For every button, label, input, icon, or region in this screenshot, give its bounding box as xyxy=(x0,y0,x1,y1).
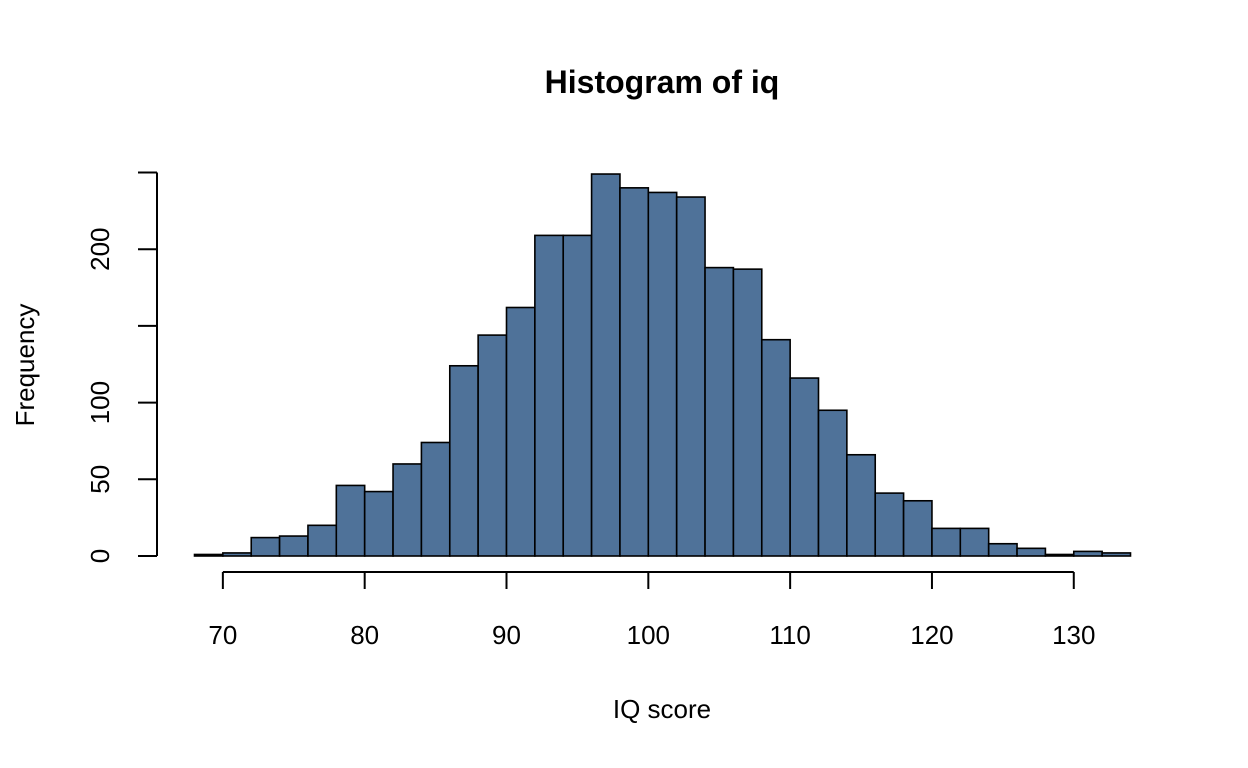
histogram-bar xyxy=(959,527,990,557)
y-axis: 0 50 100 200 xyxy=(85,171,158,563)
x-tick-label: 70 xyxy=(208,620,237,650)
histogram-bar xyxy=(874,492,905,557)
histogram-bar xyxy=(987,542,1018,557)
x-tick-label: 90 xyxy=(492,620,521,650)
histogram-bar xyxy=(1101,552,1132,557)
histogram-bar xyxy=(477,334,508,557)
histogram-bar xyxy=(250,536,281,557)
histogram-bar xyxy=(760,338,791,557)
x-tick-label: 130 xyxy=(1052,620,1095,650)
histogram-bar xyxy=(675,196,706,557)
histogram-bar xyxy=(505,306,536,557)
chart-title: Histogram of iq xyxy=(545,64,780,100)
x-axis: 70 80 90 100 110 120 130 xyxy=(208,571,1095,650)
x-axis-label: IQ score xyxy=(613,694,711,724)
histogram-bar xyxy=(534,234,565,557)
x-tick-label: 110 xyxy=(769,620,810,650)
histogram-bar xyxy=(931,527,962,557)
histogram-bar xyxy=(222,552,253,557)
histogram-bar xyxy=(846,453,877,557)
histogram-bar xyxy=(335,484,366,557)
y-tick-label: 200 xyxy=(85,228,115,271)
y-tick-label: 0 xyxy=(85,549,115,563)
y-axis-label: Frequency xyxy=(10,304,40,427)
histogram-bar xyxy=(1072,550,1103,557)
histogram-bar xyxy=(562,234,593,557)
histogram-bar xyxy=(278,535,309,557)
histogram-bar xyxy=(902,499,933,557)
histogram-bar xyxy=(448,364,479,557)
x-tick-label: 120 xyxy=(910,620,953,650)
histogram-bar xyxy=(704,266,735,557)
histogram-bar xyxy=(619,187,650,557)
y-tick-label: 50 xyxy=(85,465,115,494)
histogram-bar xyxy=(392,463,423,557)
x-tick-label: 100 xyxy=(627,620,670,650)
y-tick-label: 100 xyxy=(85,381,115,424)
histogram-bar xyxy=(732,268,763,557)
histogram-bar xyxy=(307,524,338,557)
x-tick-label: 80 xyxy=(350,620,379,650)
histogram-bar xyxy=(193,553,224,557)
histogram-bar xyxy=(817,409,848,557)
histogram-bars xyxy=(193,173,1132,557)
histogram-bar xyxy=(1044,553,1075,557)
histogram-bar xyxy=(363,490,394,557)
histogram-bar xyxy=(420,441,451,557)
histogram-bar xyxy=(590,173,621,557)
histogram-bar xyxy=(789,377,820,557)
histogram-bar xyxy=(647,191,678,557)
histogram-bar xyxy=(1016,547,1047,557)
